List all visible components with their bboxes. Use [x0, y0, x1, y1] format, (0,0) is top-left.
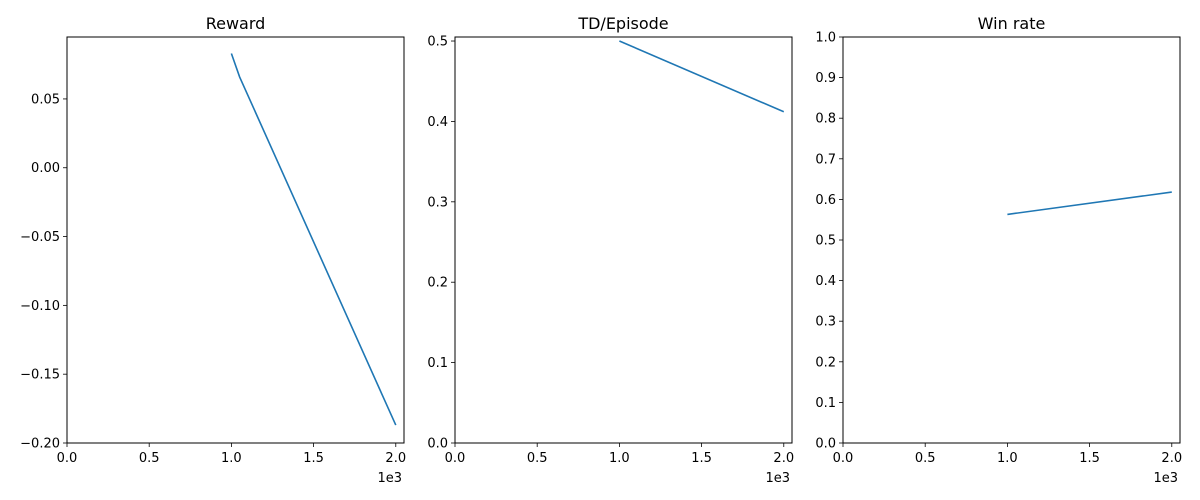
y-tick-label: 0.05	[31, 92, 60, 107]
panel-td-episode: TD/Episode 0.0 0.1 0.2 0.3 0.4 0.5 0.0 0.5 1.0 1.5…	[427, 14, 794, 486]
y-tick-label: 0.00	[31, 161, 60, 176]
y-tick-label: 0.4	[815, 274, 836, 289]
y-tick-label: 0.2	[427, 276, 448, 291]
panel-title: Reward	[206, 14, 266, 33]
x-tick-label: 0.0	[445, 451, 466, 466]
y-tick-label: 0.1	[815, 396, 836, 411]
series-line	[1007, 191, 1172, 216]
x-tick-label: 0.5	[139, 451, 160, 466]
y-tick-label: 0.3	[815, 315, 836, 330]
y-tick-label: 0.5	[427, 35, 448, 50]
y-tick-label: 0.1	[427, 356, 448, 371]
panel-win-rate: Win rate 0.0 0.1 0.2 0.3 0.4 0.5 0.6 0.7 0.8 0.9 1.…	[815, 14, 1182, 486]
x-offset-label: 1e3	[765, 471, 790, 486]
y-tick-label: 0.3	[427, 195, 448, 210]
y-tick-label: 0.5	[815, 234, 836, 249]
y-tick-label: 1.0	[815, 31, 836, 46]
axes-frame	[842, 36, 1181, 444]
x-tick-label: 0.0	[833, 451, 854, 466]
x-tick-label: 1.5	[1079, 451, 1100, 466]
x-tick-label: 2.0	[1161, 451, 1182, 466]
series-line	[619, 40, 785, 113]
y-tick-label: −0.15	[20, 368, 60, 383]
axes-frame	[66, 36, 405, 444]
y-tick-label: 0.0	[427, 437, 448, 452]
y-tick-label: 0.6	[815, 193, 836, 208]
x-offset-label: 1e3	[1153, 471, 1178, 486]
y-tick-label: 0.4	[427, 115, 448, 130]
axes-frame	[454, 36, 793, 444]
y-tick-label: 0.2	[815, 355, 836, 370]
x-tick-label: 1.5	[303, 451, 324, 466]
y-tick-label: 0.9	[815, 71, 836, 86]
x-offset-label: 1e3	[377, 471, 402, 486]
x-tick-label: 2.0	[773, 451, 794, 466]
x-tick-label: 1.0	[609, 451, 630, 466]
panel-reward: Reward −0.20 −0.15 −0.10 −0.05 0.00 0.05 0.0 0.5…	[20, 14, 406, 486]
y-tick-label: −0.20	[20, 437, 60, 452]
x-tick-label: 0.5	[915, 451, 936, 466]
y-tick-label: −0.10	[20, 299, 60, 314]
y-tick-label: −0.05	[20, 230, 60, 245]
panel-title: TD/Episode	[577, 14, 668, 33]
x-tick-label: 0.5	[527, 451, 548, 466]
y-tick-label: 0.0	[815, 437, 836, 452]
x-tick-label: 1.5	[691, 451, 712, 466]
x-tick-label: 2.0	[385, 451, 406, 466]
x-tick-label: 1.0	[221, 451, 242, 466]
x-tick-label: 0.0	[57, 451, 78, 466]
y-tick-label: 0.8	[815, 112, 836, 127]
series-line	[230, 53, 397, 426]
y-tick-label: 0.7	[815, 152, 836, 167]
panel-title: Win rate	[978, 14, 1046, 33]
x-tick-label: 1.0	[997, 451, 1018, 466]
